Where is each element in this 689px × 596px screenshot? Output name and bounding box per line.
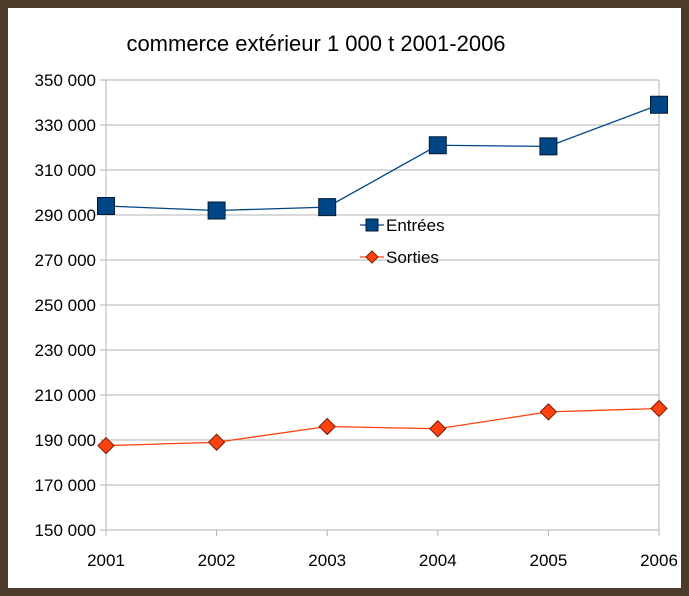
y-tick-label: 170 000: [35, 476, 96, 495]
data-point-marker: [318, 198, 337, 217]
x-tick-label: 2004: [419, 551, 457, 570]
series-layer: [97, 95, 668, 455]
legend-entry: Entrées: [360, 216, 445, 235]
x-tick-label: 2005: [529, 551, 567, 570]
series-line: [105, 104, 660, 212]
y-tick-label: 270 000: [35, 251, 96, 270]
data-point-marker: [318, 417, 336, 436]
data-point-marker: [539, 137, 558, 156]
data-point-marker: [539, 403, 558, 421]
series-0: [97, 95, 668, 220]
y-tick-label: 250 000: [35, 296, 96, 315]
legend-label: Entrées: [386, 216, 445, 235]
x-axis-tick-labels: 2001 2002 2003 2004 2005 2006: [87, 551, 678, 570]
chart-title: commerce extérieur 1 000 t 2001-2006: [126, 31, 505, 56]
data-point-marker: [429, 420, 447, 438]
x-tick-label: 2002: [198, 551, 236, 570]
data-point-marker: [207, 433, 226, 451]
line-chart: commerce extérieur 1 000 t 2001-2006 150…: [35, 31, 678, 570]
series-line: [105, 407, 660, 447]
y-tick-label: 310 000: [35, 161, 96, 180]
data-point-marker: [97, 436, 115, 455]
y-tick-label: 210 000: [35, 386, 96, 405]
legend-entry: Sorties: [360, 248, 439, 267]
y-tick-label: 290 000: [35, 206, 96, 225]
data-point-marker: [428, 136, 447, 155]
data-point-marker: [207, 201, 226, 220]
data-point-marker: [97, 197, 115, 215]
y-axis-tick-labels: 150 000 170 000 190 000 210 000 230 000 250 0…: [35, 71, 96, 540]
y-tick-label: 350 000: [35, 71, 96, 90]
legend-label: Sorties: [386, 248, 439, 267]
data-point-marker: [650, 95, 668, 114]
x-tick-label: 2006: [640, 551, 678, 570]
x-tick-label: 2001: [87, 551, 125, 570]
series-1: [97, 399, 668, 455]
y-tick-label: 230 000: [35, 341, 96, 360]
x-tick-label: 2003: [308, 551, 346, 570]
y-tick-label: 190 000: [35, 431, 96, 450]
y-tick-label: 150 000: [35, 521, 96, 540]
legend: Entrées Sorties: [360, 216, 445, 267]
legend-diamond-icon: [365, 250, 379, 264]
chart-frame: commerce extérieur 1 000 t 2001-2006 150…: [8, 8, 681, 588]
grid: [100, 79, 660, 536]
data-point-marker: [650, 399, 668, 418]
legend-square-icon: [365, 218, 379, 232]
y-tick-label: 330 000: [35, 116, 96, 135]
